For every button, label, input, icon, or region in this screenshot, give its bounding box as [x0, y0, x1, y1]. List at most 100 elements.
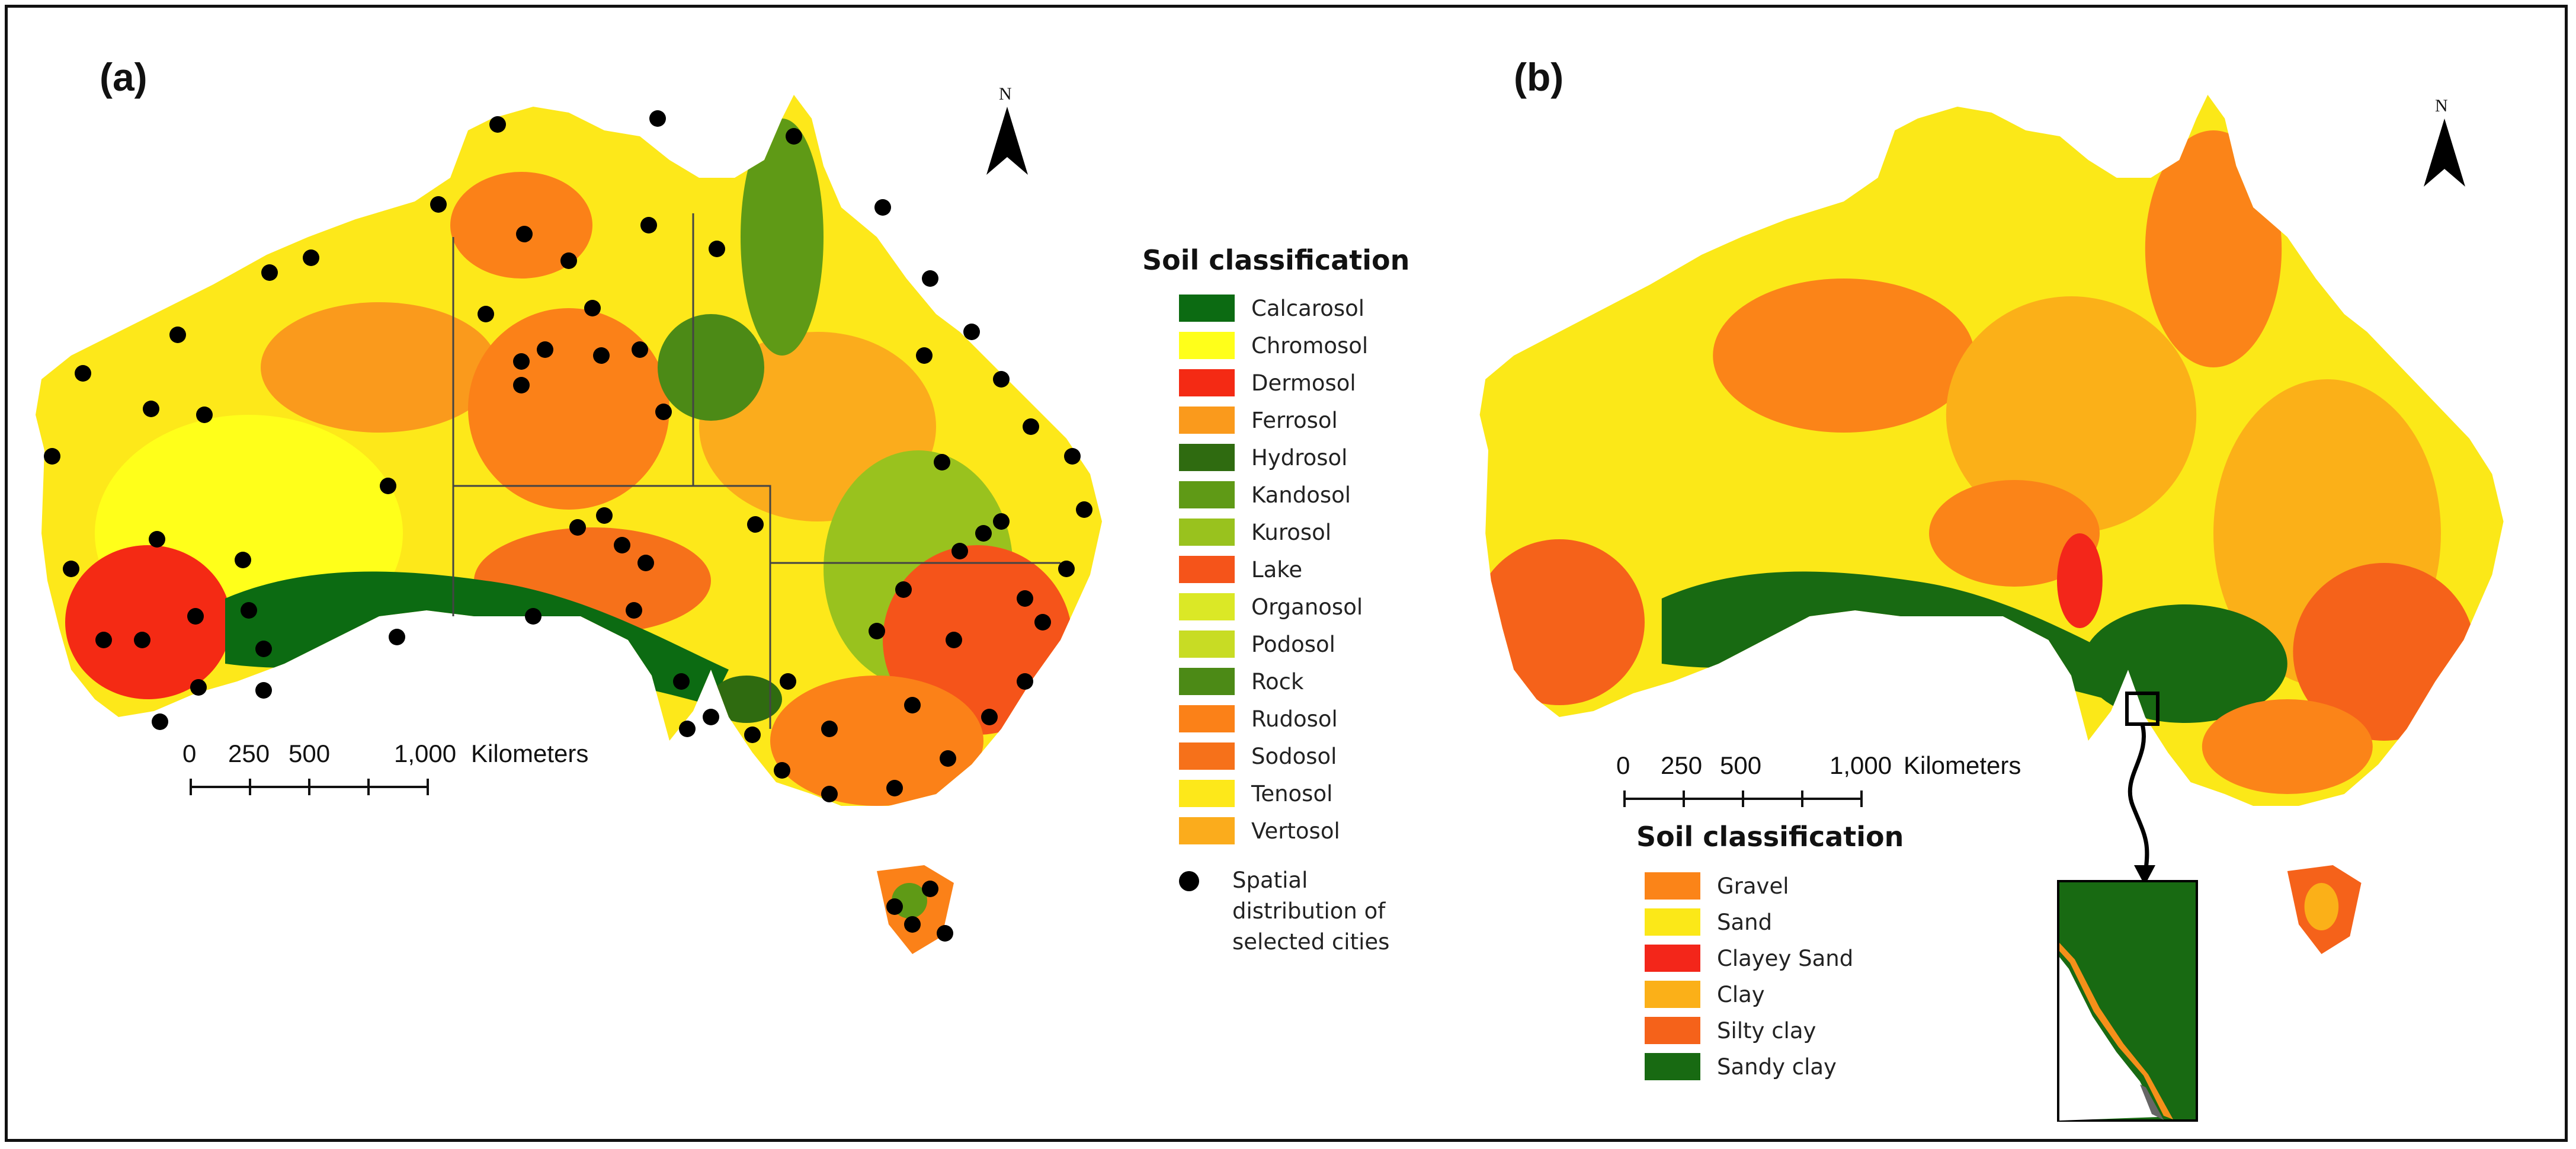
- legend-label: Clayey Sand: [1717, 945, 1854, 971]
- legend-label: Dermosol: [1251, 370, 1356, 396]
- panel-b-map: [1479, 95, 2504, 954]
- legend-swatch: [1179, 556, 1235, 583]
- legend-label: Rock: [1251, 668, 1304, 694]
- legend-label: Sand: [1717, 909, 1773, 935]
- a-legend-item: Calcarosol: [1179, 293, 1364, 323]
- cities-label-line-2: distribution of: [1232, 898, 1386, 924]
- region-kandosol: [741, 119, 824, 356]
- a-legend-item: Podosol: [1179, 629, 1335, 659]
- legend-label: Kandosol: [1251, 482, 1351, 508]
- legend-label: Vertosol: [1251, 818, 1340, 844]
- legend-label: Podosol: [1251, 631, 1335, 657]
- legend-label: Gravel: [1717, 873, 1789, 899]
- a-legend-item: Rudosol: [1179, 704, 1338, 734]
- region-rock: [658, 314, 764, 421]
- legend-swatch: [1179, 593, 1235, 620]
- legend-swatch: [1645, 945, 1700, 972]
- legend-swatch: [1179, 630, 1235, 658]
- panel-a-city-dots: [44, 110, 1092, 942]
- region-gravel-n: [2145, 130, 2282, 367]
- legend-label: Organosol: [1251, 594, 1363, 620]
- panel-b-north-arrow-icon: [2424, 119, 2465, 187]
- a-legend-item: Ferrosol: [1179, 405, 1338, 435]
- scale-label-0: 0: [182, 740, 197, 767]
- panel-a-map: [36, 95, 1102, 954]
- legend-swatch: [1179, 369, 1235, 396]
- region-gravel: [1713, 279, 1975, 433]
- legend-label: Chromosol: [1251, 332, 1369, 359]
- scale-label-1000: 1,000: [394, 740, 457, 767]
- panel-b-north-label: N: [2435, 96, 2448, 116]
- b-legend-item: Clay: [1645, 980, 1765, 1009]
- panel-b-legend-title: Soil classification: [1636, 821, 1904, 853]
- legend-item-cities: [1161, 866, 1216, 896]
- panel-b-label: (b): [1514, 55, 1564, 99]
- b-legend-item: Gravel: [1645, 871, 1789, 901]
- legend-label: Sandy clay: [1717, 1054, 1837, 1080]
- cities-label: Spatial distribution of selected cities: [1232, 865, 1389, 958]
- panel-b-scale-bar: [1623, 790, 1863, 807]
- region-clay: [1946, 296, 2197, 533]
- legend-label: Hydrosol: [1251, 444, 1348, 471]
- legend-label: Silty clay: [1717, 1017, 1816, 1044]
- legend-swatch: [1645, 981, 1700, 1008]
- region-ferrosol: [261, 302, 498, 433]
- scale-label-1000: 1,000: [1830, 751, 1892, 779]
- legend-swatch: [1179, 519, 1235, 546]
- legend-label: Sodosol: [1251, 743, 1337, 769]
- legend-swatch: [1179, 332, 1235, 359]
- legend-swatch: [1179, 481, 1235, 508]
- region-hydrosol: [711, 676, 782, 723]
- region-rudosol-se: [770, 676, 983, 806]
- legend-swatch: [1179, 444, 1235, 471]
- a-legend-item: Chromosol: [1179, 331, 1368, 360]
- region-gravel-se: [2202, 699, 2373, 794]
- legend-label: Ferrosol: [1251, 407, 1338, 433]
- legend-swatch: [1645, 1017, 1700, 1044]
- legend-swatch: [1179, 668, 1235, 695]
- legend-swatch: [1179, 705, 1235, 732]
- a-legend-item: Kandosol: [1179, 480, 1351, 510]
- b-legend-item: Clayey Sand: [1645, 943, 1853, 973]
- a-legend-item: Rock: [1179, 667, 1303, 696]
- scale-label-500: 500: [1720, 751, 1762, 779]
- region-clayey-sand: [2057, 533, 2103, 628]
- scale-label-unit: Kilometers: [1904, 751, 2021, 779]
- panel-a-legend-title: Soil classification: [1142, 244, 1410, 276]
- legend-label: Calcarosol: [1251, 295, 1365, 321]
- panel-b-inset-map: [2057, 880, 2198, 1122]
- panel-b-inset-connector: [2125, 692, 2160, 885]
- scale-label-250: 250: [1661, 751, 1703, 779]
- a-legend-item: Lake: [1179, 555, 1302, 584]
- a-legend-item: Hydrosol: [1179, 443, 1347, 472]
- a-legend-item: Tenosol: [1179, 779, 1332, 808]
- a-legend-item: Kurosol: [1179, 517, 1331, 547]
- b-legend-item: Sand: [1645, 907, 1772, 937]
- legend-swatch: [1179, 780, 1235, 807]
- legend-swatch: [1645, 908, 1700, 936]
- legend-swatch: [1179, 742, 1235, 770]
- cities-label-line-1: Spatial: [1232, 868, 1308, 893]
- scale-label-unit: Kilometers: [471, 740, 589, 767]
- a-legend-item: Organosol: [1179, 592, 1363, 622]
- b-legend-item: Sandy clay: [1645, 1052, 1837, 1081]
- cities-label-line-3: selected cities: [1232, 929, 1390, 955]
- region-rudosol-n: [450, 172, 592, 279]
- legend-swatch: [1645, 1053, 1700, 1080]
- b-legend-item: Silty clay: [1645, 1016, 1816, 1045]
- legend-label: Lake: [1251, 556, 1303, 582]
- panel-a-scale-bar: [190, 779, 429, 795]
- region-dermosol: [65, 545, 231, 699]
- legend-swatch: [1645, 872, 1700, 900]
- panel-a-label: (a): [100, 55, 148, 99]
- panel-a-north-arrow-icon: [986, 107, 1028, 175]
- a-legend-item: Sodosol: [1179, 741, 1337, 771]
- legend-swatch: [1179, 407, 1235, 434]
- legend-swatch: [1179, 295, 1235, 322]
- panel-a-north-label: N: [999, 84, 1012, 104]
- a-legend-item: Vertosol: [1179, 816, 1340, 846]
- region-gravel-s: [1929, 480, 2100, 587]
- scale-label-0: 0: [1616, 751, 1630, 779]
- legend-label: Rudosol: [1251, 706, 1338, 732]
- legend-swatch: [1179, 817, 1235, 844]
